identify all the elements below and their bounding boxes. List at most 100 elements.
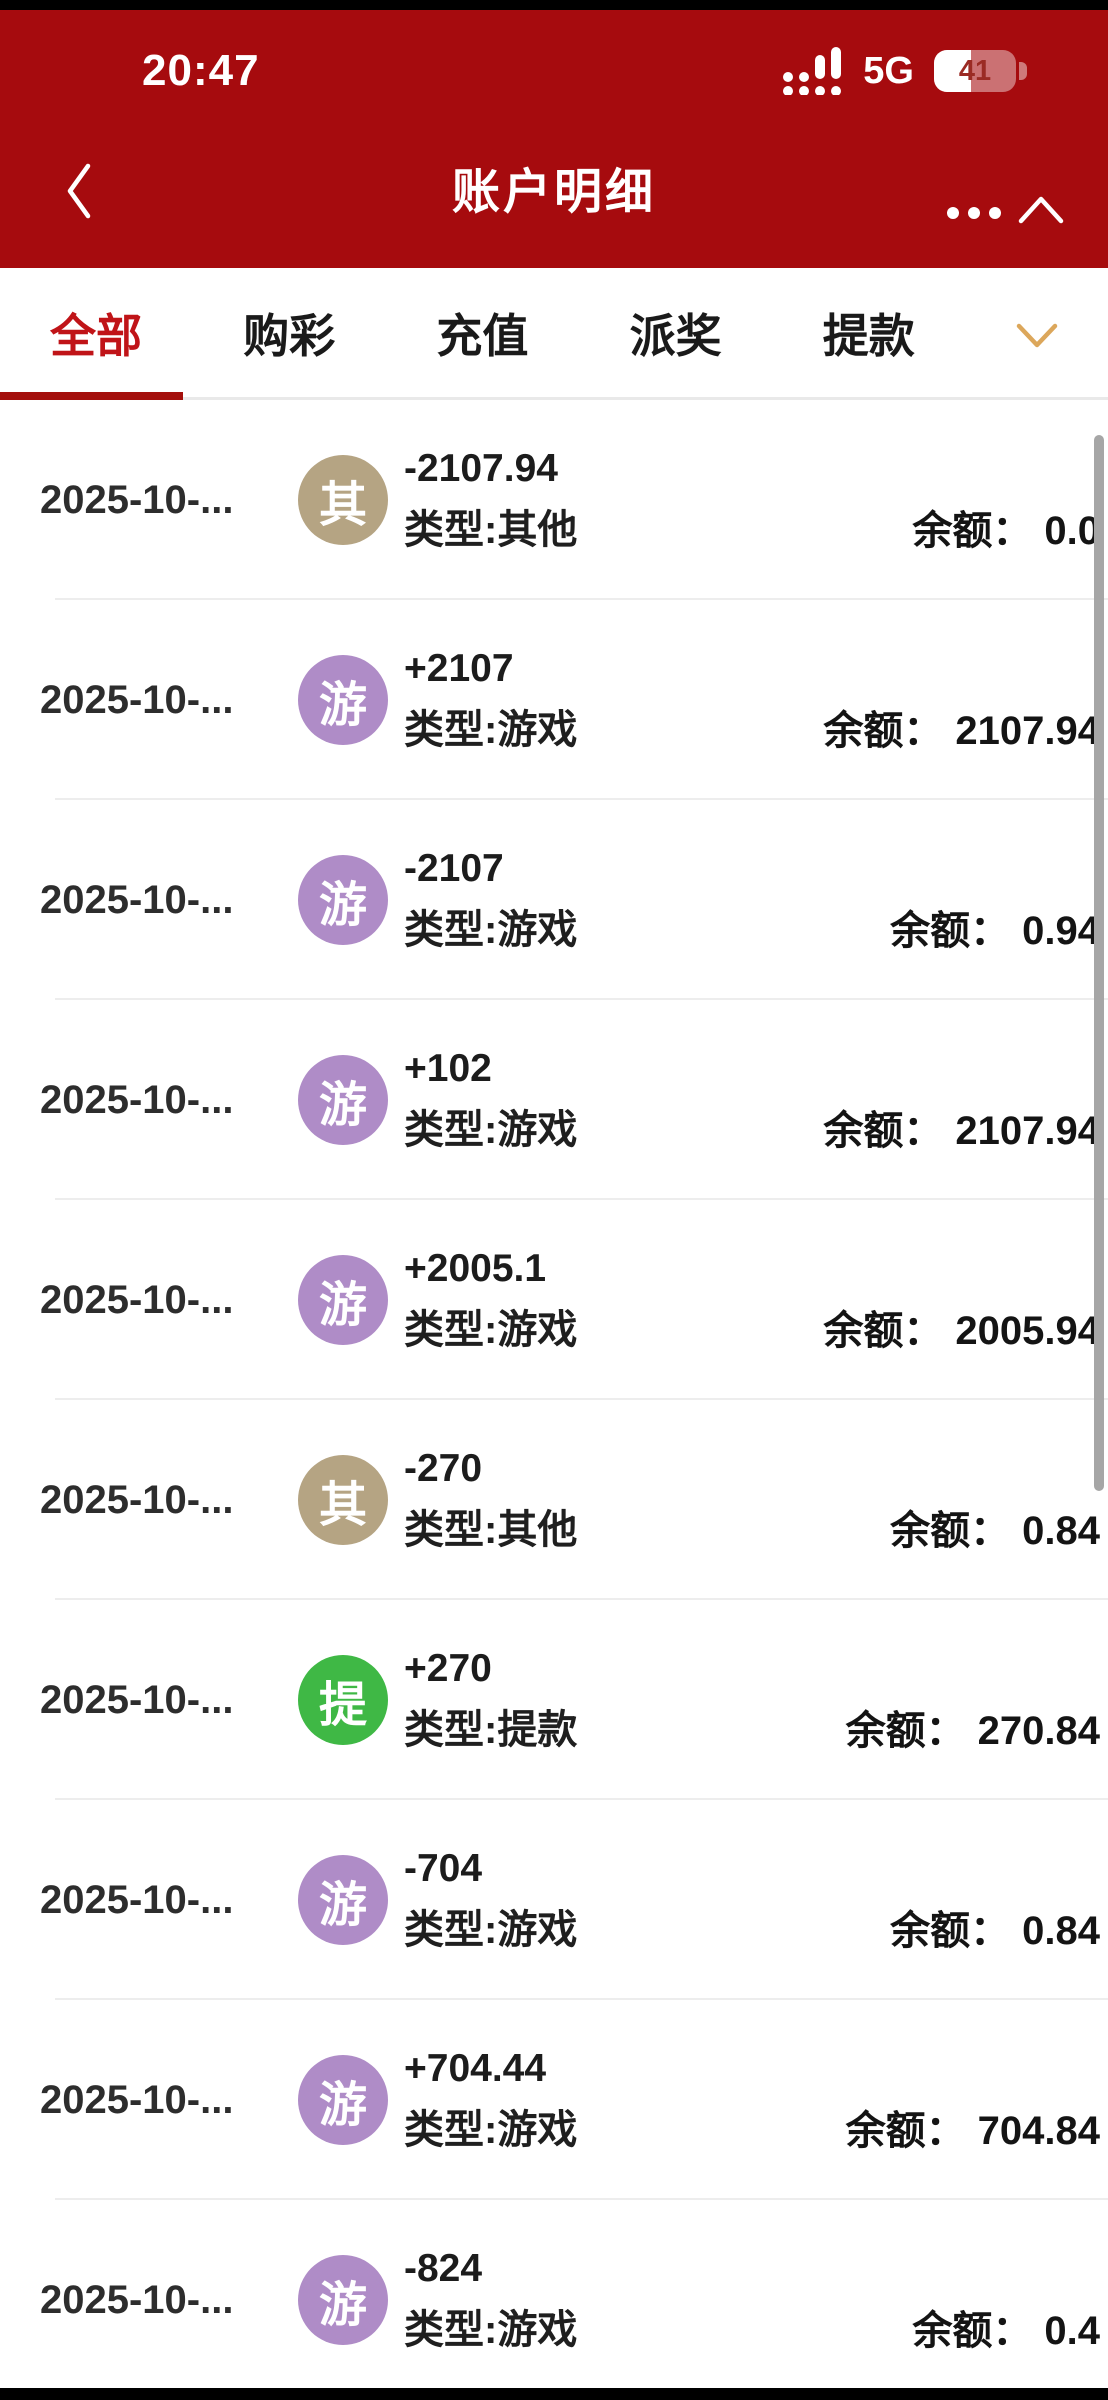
status-indicators: 5G 41 [781,47,1016,95]
transaction-balance: 余额： 0.84 [890,1898,1100,1956]
status-time: 20:47 [142,46,260,95]
transaction-amount: +704.44 [404,2047,547,2090]
table-row[interactable]: 2025-10-... 游 -704 类型:游戏 余额： 0.84 [0,1800,1108,2000]
app-header: 20:47 5G 41 [0,10,1108,268]
balance-value: 0.84 [1022,1509,1100,1553]
table-row[interactable]: 2025-10-... 其 -2107.94 类型:其他 余额： 0.0 [0,400,1108,600]
transaction-date: 2025-10-... [40,1877,234,1922]
transaction-date: 2025-10-... [40,477,234,522]
row-divider [55,1398,1108,1400]
transaction-main: +2005.1 类型:游戏 [404,1244,577,1356]
transaction-type: 类型:游戏 [404,1108,578,1152]
transaction-date: 2025-10-... [40,2077,234,2122]
transaction-main: +704.44 类型:游戏 [404,2044,577,2156]
transaction-type: 类型:游戏 [404,2108,578,2152]
back-button[interactable] [44,141,114,241]
transaction-main: +2107 类型:游戏 [404,644,577,756]
transaction-balance: 余额： 2005.94 [823,1298,1100,1356]
transaction-type: 类型:提款 [404,1708,578,1752]
tab-prize[interactable]: 派奖 [629,309,722,362]
transaction-type-badge-other: 其 [298,1455,388,1545]
balance-label: 余额： [823,1109,944,1153]
balance-value: 270.84 [977,1709,1100,1753]
table-row[interactable]: 2025-10-... 游 +102 类型:游戏 余额： 2107.94 [0,1000,1108,1200]
transaction-balance: 余额： 0.0 [912,498,1100,556]
nav-actions [946,156,1064,226]
transaction-date: 2025-10-... [40,1277,234,1322]
transaction-date: 2025-10-... [40,677,234,722]
transaction-list: 2025-10-... 其 -2107.94 类型:其他 余额： 0.0 202… [0,400,1108,2400]
balance-label: 余额： [823,709,944,753]
transaction-amount: +102 [404,1047,492,1090]
transaction-type-badge-game: 游 [298,2255,388,2345]
transaction-amount: +2107 [404,647,514,690]
balance-value: 0.84 [1022,1909,1100,1953]
transaction-type: 类型:游戏 [404,2308,578,2352]
transaction-amount: +2005.1 [404,1247,547,1290]
transaction-type-badge-withdraw: 提 [298,1655,388,1745]
cellular-signal-icon [783,47,842,95]
status-bar: 20:47 5G 41 [0,10,1108,114]
row-divider [55,1998,1108,2000]
table-row[interactable]: 2025-10-... 游 +2107 类型:游戏 余额： 2107.94 [0,600,1108,800]
ellipsis-icon [947,207,1001,219]
balance-label: 余额： [823,1309,944,1353]
table-row[interactable]: 2025-10-... 游 +2005.1 类型:游戏 余额： 2005.94 [0,1200,1108,1400]
transaction-date: 2025-10-... [40,1077,234,1122]
transaction-main: -2107 类型:游戏 [404,844,577,956]
table-row[interactable]: 2025-10-... 提 +270 类型:提款 余额： 270.84 [0,1600,1108,1800]
table-row[interactable]: 2025-10-... 游 -2107 类型:游戏 余额： 0.94 [0,800,1108,1000]
table-row[interactable]: 2025-10-... 游 -824 类型:游戏 余额： 0.4 [0,2200,1108,2400]
row-divider [55,598,1108,600]
transaction-date: 2025-10-... [40,1677,234,1722]
network-type-label: 5G [863,49,914,92]
transaction-balance: 余额： 2107.94 [823,698,1100,756]
transaction-type: 类型:游戏 [404,708,578,752]
table-row[interactable]: 2025-10-... 其 -270 类型:其他 余额： 0.84 [0,1400,1108,1600]
balance-value: 0.0 [1044,509,1100,553]
page-title: 账户明细 [451,165,657,219]
device-top-strip [0,0,1108,10]
nav-bar: 账户明细 [0,114,1108,268]
tab-deposit[interactable]: 充值 [436,309,529,362]
transaction-balance: 余额： 2107.94 [823,1098,1100,1156]
transaction-balance: 余额： 704.84 [846,2098,1100,2156]
row-divider [55,1798,1108,1800]
row-divider [55,998,1108,1000]
tab-filter-button[interactable] [1016,316,1058,350]
transaction-type-badge-game: 游 [298,1255,388,1345]
transaction-type: 类型:其他 [404,508,578,552]
tab-withdraw[interactable]: 提款 [822,309,915,362]
balance-label: 余额： [912,2309,1033,2353]
chevron-left-icon [67,163,91,219]
transaction-amount: -2107.94 [404,447,558,490]
transaction-amount: -2107 [404,847,504,890]
transaction-main: -270 类型:其他 [404,1444,577,1556]
collapse-button[interactable] [1018,194,1064,226]
transaction-type-badge-game: 游 [298,1055,388,1145]
row-divider [55,2198,1108,2200]
transaction-main: -704 类型:游戏 [404,1844,577,1956]
scrollbar-thumb[interactable] [1094,435,1104,1491]
chevron-up-icon [1018,196,1064,224]
battery-icon: 41 [934,50,1016,92]
transaction-type-badge-game: 游 [298,2055,388,2145]
transaction-amount: -270 [404,1447,483,1490]
transaction-main: +270 类型:提款 [404,1644,577,1756]
balance-label: 余额： [845,1709,966,1753]
transaction-amount: -824 [404,2247,483,2290]
table-row[interactable]: 2025-10-... 游 +704.44 类型:游戏 余额： 704.84 [0,2000,1108,2200]
transaction-type: 类型:游戏 [404,908,578,952]
filter-tabs: 全部 购彩 充值 派奖 提款 [0,268,1108,400]
transaction-date: 2025-10-... [40,2277,234,2322]
balance-value: 0.4 [1044,2309,1100,2353]
tab-lottery[interactable]: 购彩 [243,309,336,362]
row-divider [55,1598,1108,1600]
tab-all[interactable]: 全部 [50,309,142,362]
more-button[interactable] [946,206,1002,226]
balance-value: 0.94 [1022,909,1100,953]
balance-label: 余额： [845,2109,966,2153]
transaction-type: 类型:其他 [404,1508,578,1552]
battery-fill [934,50,971,92]
